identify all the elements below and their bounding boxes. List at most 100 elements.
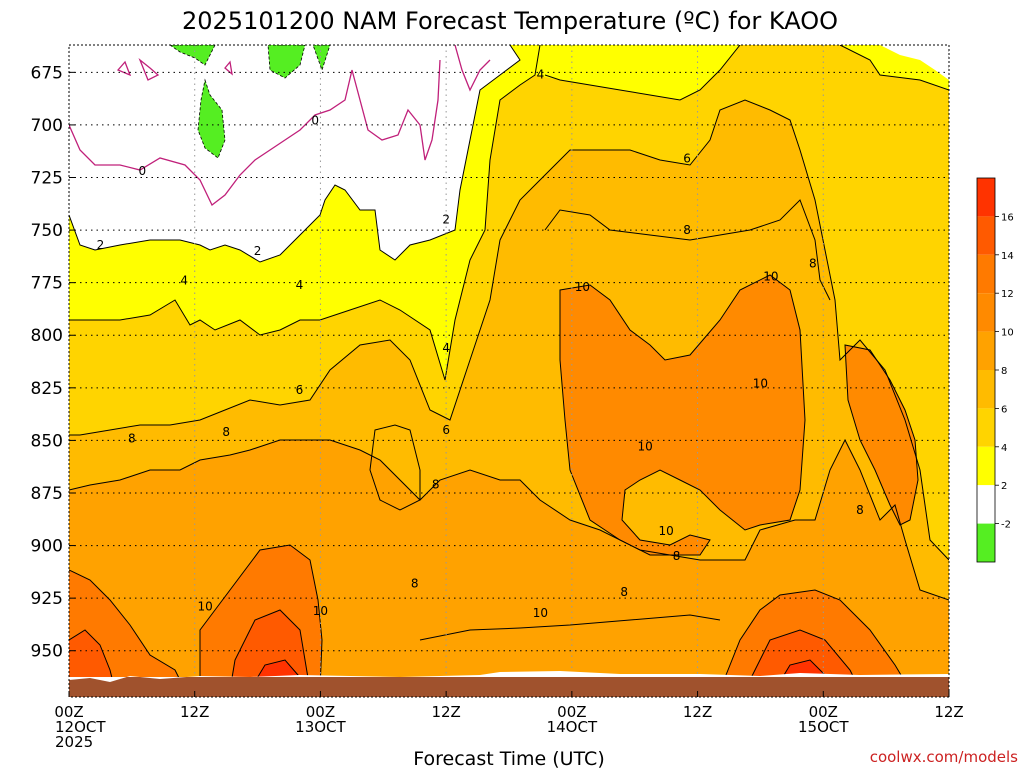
contour-label: 10 — [659, 524, 674, 538]
credit-text: coolwx.com/models — [870, 748, 1018, 766]
contour-label: 4 — [442, 341, 450, 355]
contour-label: 2 — [97, 238, 105, 252]
band-10-12 — [845, 345, 918, 525]
plot-frame — [68, 44, 950, 698]
contour-label: 8 — [432, 478, 440, 492]
contour-label: 8 — [128, 431, 136, 445]
contour-line-10b — [844, 344, 919, 526]
y-tick-label: 900 — [31, 537, 63, 557]
contour-line-0c — [454, 45, 491, 92]
colorbar-label: 16 — [1001, 212, 1014, 223]
contour-line-10f — [419, 614, 721, 641]
colorbar-swatch — [977, 370, 995, 409]
x-tick-label: 15OCT — [798, 718, 849, 736]
contour-label: 10 — [753, 377, 768, 391]
contour-label: 10 — [638, 440, 653, 454]
colorbar-swatch — [977, 254, 995, 294]
contour-label: 0 — [311, 114, 319, 128]
contour-line-8 — [69, 438, 949, 601]
contour-label: 8 — [856, 503, 864, 517]
colorbar-label: 10 — [1001, 328, 1014, 339]
colorbar-label: 4 — [1001, 443, 1007, 454]
contour-label: 6 — [683, 152, 691, 166]
contour-line-2 — [69, 45, 521, 263]
x-tick-label: 00Z — [54, 703, 83, 721]
y-tick-label: 850 — [31, 431, 63, 451]
y-tick-label: 825 — [31, 379, 63, 399]
colorbar-swatch — [977, 293, 995, 332]
contour-label: 8 — [673, 549, 681, 563]
colorbar-label: 12 — [1001, 289, 1014, 300]
contour-label: 8 — [222, 425, 230, 439]
y-tick-label: 925 — [31, 589, 63, 609]
contour-label: 10 — [575, 280, 590, 294]
x-tick-label: 00Z — [306, 703, 335, 721]
contour-line-10e — [719, 589, 911, 691]
band-0-2-right — [880, 45, 949, 80]
x-tick-label: 12Z — [431, 703, 460, 721]
contour-line-12c — [744, 629, 861, 691]
contour-line-8b — [544, 199, 831, 301]
contour-line-12 — [69, 629, 116, 691]
contour-line-10d — [199, 544, 323, 691]
contour-label: 0 — [139, 164, 147, 178]
y-axis: 675 700 725 750 775 800 825 850 875 900 925 950 — [31, 63, 75, 662]
colorbar-swatch — [977, 485, 995, 524]
colorbar-label: 14 — [1001, 251, 1014, 262]
y-tick-label: 675 — [31, 63, 63, 83]
x-tick-label: 13OCT — [295, 718, 346, 736]
contour-label: 4 — [180, 274, 188, 288]
contour-label: 6 — [296, 383, 304, 397]
band-10-12 — [560, 275, 805, 555]
colorbar-swatch — [977, 523, 995, 562]
contour-label: 6 — [442, 423, 450, 437]
contour-label: 8 — [411, 576, 419, 590]
contour-label: 10 — [198, 600, 213, 614]
x-axis-label: Forecast Time (UTC) — [413, 748, 604, 768]
contour-line-10c — [69, 569, 190, 697]
colorbar-swatch — [977, 178, 995, 217]
band-below-minus2 — [267, 45, 306, 79]
y-tick-label: 750 — [31, 221, 63, 241]
x-tick-label: 12OCT — [55, 718, 106, 736]
x-tick-label: 12Z — [683, 703, 712, 721]
contour-label: 10 — [313, 604, 328, 618]
contour-lines — [69, 45, 949, 697]
contour-label: 2 — [442, 213, 450, 227]
contour-labels: 0 0 2 2 2 4 4 4 4 6 6 6 8 8 8 8 8 8 8 8 8 10 10 10 10 10 10 10 10 — [97, 67, 864, 619]
colorbar-swatch — [977, 446, 995, 486]
band-0-2 — [69, 45, 520, 262]
colorbar-label: 6 — [1001, 404, 1007, 415]
band-12-14 — [69, 630, 115, 690]
colorbar-label: 2 — [1001, 481, 1007, 492]
band-below-minus2 — [169, 45, 216, 66]
x-tick-label: 14OCT — [547, 718, 598, 736]
y-tick-label: 775 — [31, 274, 63, 294]
contour-label: 4 — [537, 67, 545, 81]
band-below-minus2 — [197, 78, 226, 159]
contour-line-10 — [559, 274, 806, 556]
contour-line-8c — [369, 424, 421, 511]
x-tick-label: 00Z — [557, 703, 586, 721]
contour-line-6 — [69, 99, 949, 561]
contour-label: 8 — [809, 257, 817, 271]
colorbar-swatch — [977, 408, 995, 447]
contour-line-0 — [69, 59, 441, 207]
plot-area: 0 0 2 2 2 4 4 4 4 6 6 6 8 8 8 8 8 8 8 8 8 10 10 10 10 10 10 10 10 — [69, 45, 949, 697]
colorbar-label: 8 — [1001, 366, 1007, 377]
terrain-edge — [69, 671, 949, 682]
x-tick-label: 2025 — [55, 733, 93, 751]
colorbar-label: -2 — [1001, 520, 1011, 531]
contour-label: 8 — [683, 223, 691, 237]
contour-label: 4 — [296, 278, 304, 292]
contour-label: 8 — [620, 585, 628, 599]
colorbar-swatch — [977, 331, 995, 370]
y-tick-label: 700 — [31, 116, 63, 136]
y-tick-label: 875 — [31, 484, 63, 504]
x-tick-label: 12Z — [180, 703, 209, 721]
colorbar: 16 14 12 10 8 6 4 2 -2 — [976, 177, 1014, 563]
x-tick-label: 00Z — [809, 703, 838, 721]
y-tick-label: 800 — [31, 326, 63, 346]
